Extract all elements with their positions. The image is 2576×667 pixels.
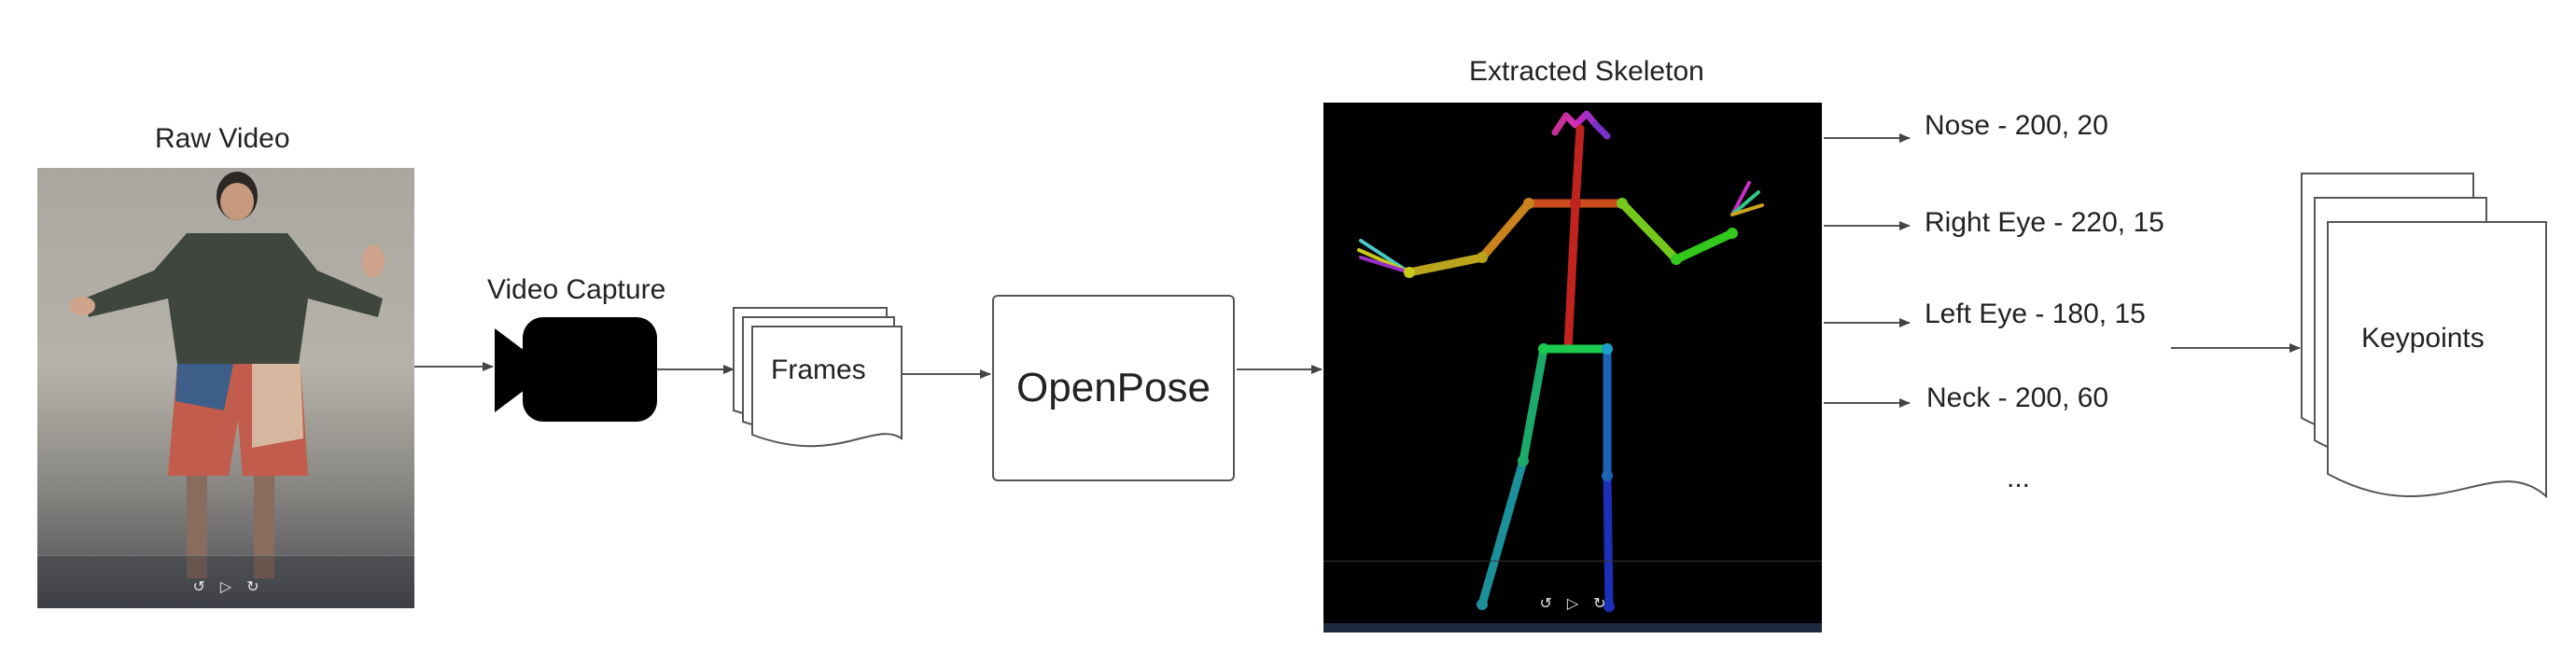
keypoint-item: Right Eye - 220, 15 xyxy=(1925,207,2164,238)
openpose-box: OpenPose xyxy=(992,295,1235,481)
keypoint-ellipsis: ... xyxy=(2007,463,2031,493)
extracted-skeleton-frame: ↺ ▷ ↻ xyxy=(1323,103,1822,632)
play-icon[interactable]: ▷ xyxy=(219,579,232,595)
rewind-icon[interactable]: ↺ xyxy=(192,579,205,595)
keypoint-item: Nose - 200, 20 xyxy=(1925,110,2108,141)
stacked-document-icon xyxy=(2301,173,2547,499)
skeleton-figure xyxy=(1357,110,1764,612)
keypoint-item: Neck - 200, 60 xyxy=(1926,382,2109,413)
stacked-document-icon xyxy=(733,307,903,448)
timeline-strip xyxy=(1323,623,1822,632)
frames-label: Frames xyxy=(771,354,866,385)
raw-video-title: Raw Video xyxy=(155,123,290,154)
video-camera-icon xyxy=(495,317,657,422)
forward-icon[interactable]: ↻ xyxy=(246,579,259,595)
video-controls-bar: ↺ ▷ ↻ xyxy=(37,555,414,608)
skeleton-controls-bar: ↺ ▷ ↻ xyxy=(1323,561,1822,632)
keypoint-item: Left Eye - 180, 15 xyxy=(1925,299,2146,329)
play-icon[interactable]: ▷ xyxy=(1566,596,1579,612)
keypoints-label: Keypoints xyxy=(2361,323,2485,354)
extracted-skeleton-title: Extracted Skeleton xyxy=(1469,56,1704,87)
openpose-label: OpenPose xyxy=(1016,365,1211,410)
person-silhouette xyxy=(69,172,385,578)
forward-icon[interactable]: ↻ xyxy=(1593,596,1606,612)
video-capture-label: Video Capture xyxy=(487,274,666,305)
raw-video-frame: ↺ ▷ ↻ xyxy=(37,168,414,608)
rewind-icon[interactable]: ↺ xyxy=(1539,596,1552,612)
